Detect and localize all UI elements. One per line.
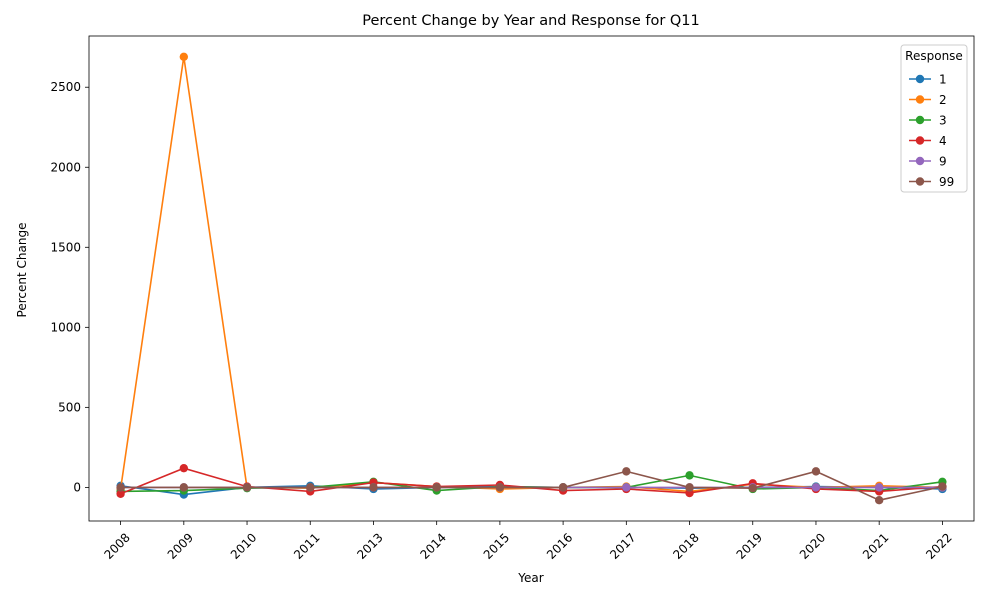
- data-point-99: [369, 483, 378, 492]
- legend-label-2: 2: [939, 93, 947, 107]
- legend-label-4: 4: [939, 134, 947, 148]
- data-point-99: [116, 483, 125, 492]
- data-point-99: [874, 495, 884, 505]
- y-tick-label: 2500: [50, 80, 81, 94]
- legend-marker-1: [915, 74, 925, 84]
- data-point-99: [748, 483, 757, 493]
- legend-marker-4: [915, 136, 925, 145]
- y-tick-label: 1500: [50, 240, 81, 254]
- data-point-9: [874, 483, 884, 492]
- data-point-9: [622, 483, 631, 492]
- x-axis-label: Year: [517, 571, 543, 585]
- data-point-3: [685, 471, 694, 480]
- data-point-99: [495, 483, 505, 492]
- data-point-2: [179, 52, 189, 62]
- y-tick-label: 500: [58, 400, 81, 414]
- y-tick-label: 2000: [50, 160, 81, 174]
- legend-title: Response: [905, 49, 963, 63]
- data-point-4: [179, 463, 189, 473]
- y-tick-label: 1000: [50, 320, 81, 334]
- legend-box: [900, 44, 968, 193]
- y-axis-label: Percent Change: [15, 223, 29, 318]
- legend-marker-9: [915, 156, 925, 166]
- legend-marker-2: [915, 95, 925, 104]
- data-point-99: [811, 467, 821, 476]
- data-point-99: [622, 467, 631, 476]
- data-point-99: [432, 483, 441, 492]
- legend-label-9: 9: [939, 155, 947, 169]
- legend-marker-99: [915, 177, 925, 186]
- data-point-99: [179, 483, 189, 492]
- legend-label-99: 99: [939, 175, 954, 189]
- data-point-99: [242, 483, 252, 492]
- plot-frame: [88, 35, 975, 522]
- legend-label-1: 1: [939, 73, 947, 87]
- data-point-99: [685, 483, 694, 492]
- chart-title: Percent Change by Year and Response for …: [362, 13, 700, 29]
- data-point-99: [306, 483, 315, 492]
- y-tick-label: 0: [73, 480, 81, 494]
- data-point-4: [116, 489, 125, 498]
- legend-label-3: 3: [939, 114, 947, 128]
- data-point-99: [938, 482, 947, 491]
- data-point-9: [811, 483, 821, 492]
- series-line-99: [120, 470, 943, 502]
- legend-marker-3: [915, 115, 925, 125]
- data-point-99: [558, 483, 568, 492]
